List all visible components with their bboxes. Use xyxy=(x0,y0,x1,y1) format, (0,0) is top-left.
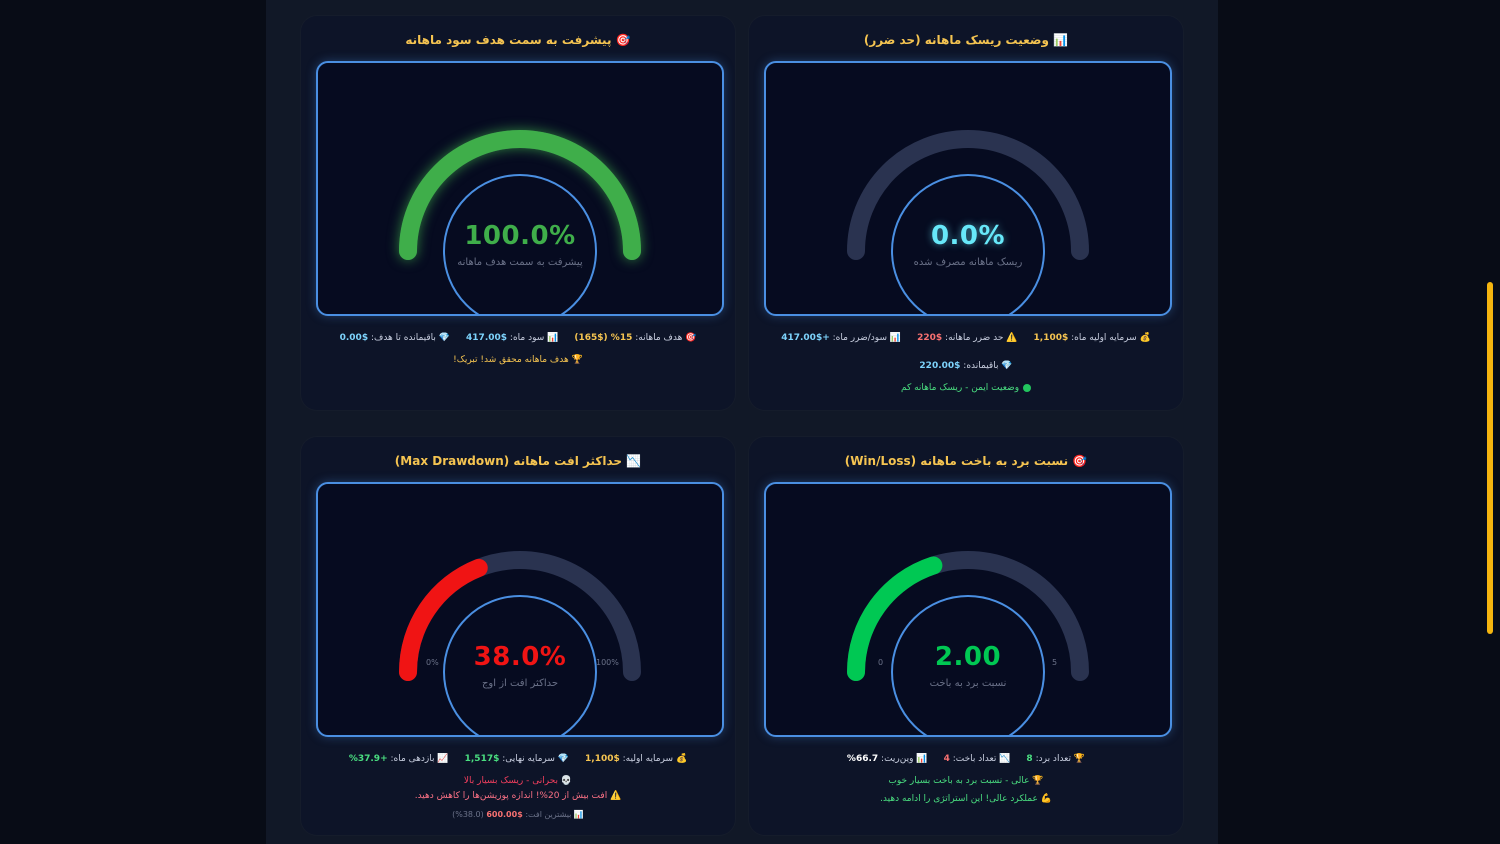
profit-gauge xyxy=(399,130,641,314)
target-icon: 🎯 xyxy=(1072,454,1088,468)
profit-target-card: 🎯 پیشرفت به سمت هدف سود ماهانه 100.0% پی… xyxy=(301,16,735,410)
risk-gauge-label: ریسک ماهانه مصرف شده xyxy=(913,257,1023,268)
profit-gauge-fill xyxy=(399,130,641,260)
profit-gauge-label: پیشرفت به سمت هدف ماهانه xyxy=(457,257,583,268)
drawdown-stat-initial: 💰 سرمایه اولیه: $1,100 xyxy=(585,754,688,764)
risk-gauge xyxy=(847,130,1089,314)
profit-gauge-frame: 100.0% پیشرفت به سمت هدف ماهانه xyxy=(316,61,724,316)
profit-gauge-inner-ring xyxy=(443,174,597,314)
warning-icon: ⚠️ xyxy=(1006,333,1018,343)
profit-target-title: 🎯 پیشرفت به سمت هدف سود ماهانه xyxy=(405,33,631,47)
risk-stats: 💰 سرمایه اولیه ماه: $1,100 ⚠️ حد ضرر ماه… xyxy=(749,333,1183,343)
bar-chart-icon: 📊 xyxy=(1053,33,1069,47)
risk-status-message: وضعیت ایمن - ریسک ماهانه کم xyxy=(749,383,1183,393)
profit-gauge-value: 100.0% xyxy=(464,221,576,251)
bar-chart-icon: 📊 xyxy=(889,333,902,343)
drawdown-tick-min: 0% xyxy=(426,658,439,667)
drawdown-gauge-value: 38.0% xyxy=(473,642,567,672)
winloss-gauge-label: نسبت برد به باخت xyxy=(929,678,1007,689)
drawdown-peak: 📊 بیشترین افت: $600.00 (38.0%) xyxy=(452,810,584,819)
winloss-gauge-value: 2.00 xyxy=(934,642,1002,672)
risk-gauge-value: 0.0% xyxy=(930,221,1006,251)
profit-stat-remaining: 💎 باقیمانده تا هدف: $0.00 xyxy=(339,333,451,343)
winloss-stats: 🏆 تعداد برد: 8 📉 تعداد باخت: 4 📊 وین‌ریت… xyxy=(749,754,1183,764)
winloss-card: 🎯 نسبت برد به باخت ماهانه (Win/Loss) 2.0… xyxy=(749,437,1183,835)
flexed-arm-icon: 💪 xyxy=(1040,794,1052,804)
winloss-gauge xyxy=(847,551,1089,735)
status-dot-icon xyxy=(1023,383,1032,392)
drawdown-warning-message: ⚠️ افت بیش از 20%! اندازه پوزیشن‌ها را ک… xyxy=(414,791,622,801)
skull-icon: 💀 xyxy=(560,776,573,786)
drawdown-gauge-fill xyxy=(399,558,488,681)
bar-chart-icon: 📊 xyxy=(916,754,928,764)
winloss-tick-min: 0 xyxy=(878,658,884,667)
drawdown-card: 📉 حداکثر افت ماهانه (Max Drawdown) 38.0%… xyxy=(301,437,735,835)
winloss-stat-wins: 🏆 تعداد برد: 8 xyxy=(1026,754,1086,764)
bar-chart-icon: 📊 xyxy=(573,810,584,819)
trophy-icon: 🏆 xyxy=(1073,754,1086,764)
drawdown-gauge xyxy=(399,551,641,735)
risk-stat-initial-capital: 💰 سرمایه اولیه ماه: $1,100 xyxy=(1033,333,1151,343)
winloss-stat-losses: 📉 تعداد باخت: 4 xyxy=(943,754,1011,764)
gem-icon: 💎 xyxy=(438,333,451,343)
drawdown-stats: 💰 سرمایه اولیه: $1,100 💎 سرمایه نهایی: $… xyxy=(301,754,735,764)
profit-success-message: 🏆 هدف ماهانه محقق شد! تبریک! xyxy=(453,355,583,365)
risk-status-card: 📊 وضعیت ریسک ماهانه (حد ضرر) 0.0% ریسک م… xyxy=(749,16,1183,410)
risk-remaining: 💎 باقیمانده: $220.00 xyxy=(919,361,1013,371)
drawdown-tick-max: 100% xyxy=(596,658,619,667)
winloss-message-excellent: 🏆 عالی - نسبت برد به باخت بسیار خوب xyxy=(888,776,1044,786)
winloss-tick-max: 5 xyxy=(1052,658,1058,667)
trophy-icon: 🏆 xyxy=(1032,776,1044,786)
drawdown-gauge-frame: 38.0% حداکثر افت از اوج 0% 100% xyxy=(316,482,724,737)
profit-stat-month-profit: 📊 سود ماه: $417.00 xyxy=(466,333,559,343)
target-icon: 🎯 xyxy=(615,33,631,47)
scrollbar-thumb[interactable] xyxy=(1487,282,1493,634)
money-bag-icon: 💰 xyxy=(675,754,688,764)
dashboard-page: 🎯 پیشرفت به سمت هدف سود ماهانه 100.0% پی… xyxy=(266,0,1218,844)
risk-gauge-track xyxy=(847,130,1089,260)
risk-status-title: 📊 وضعیت ریسک ماهانه (حد ضرر) xyxy=(863,33,1069,47)
drawdown-gauge-label: حداکثر افت از اوج xyxy=(481,678,559,689)
gem-icon: 💎 xyxy=(1001,361,1013,371)
drawdown-critical-message: 💀 بحرانی - ریسک بسیار بالا xyxy=(463,776,573,786)
target-icon: 🎯 xyxy=(685,333,697,343)
risk-stat-pnl: 📊 سود/ضرر ماه: +$417.00 xyxy=(781,333,902,343)
profit-stats: 🎯 هدف ماهانه: 15% ($165) 📊 سود ماه: $417… xyxy=(301,333,735,343)
drawdown-stat-final: 💎 سرمایه نهایی: $1,517 xyxy=(464,754,570,764)
chart-down-icon: 📉 xyxy=(999,754,1011,764)
winloss-gauge-frame: 2.00 نسبت برد به باخت 0 5 xyxy=(764,482,1172,737)
chart-down-icon: 📉 xyxy=(626,454,642,468)
winloss-title: 🎯 نسبت برد به باخت ماهانه (Win/Loss) xyxy=(844,454,1088,468)
bar-chart-icon: 📊 xyxy=(547,333,559,343)
winloss-gauge-inner-ring xyxy=(891,595,1045,735)
winloss-message-keep-going: 💪 عملکرد عالی! این استراتژی را ادامه دهی… xyxy=(880,794,1052,804)
drawdown-stat-return: 📈 بازدهی ماه: +37.9% xyxy=(348,754,449,764)
gem-icon: 💎 xyxy=(557,754,570,764)
profit-stat-target: 🎯 هدف ماهانه: 15% ($165) xyxy=(574,333,697,343)
money-bag-icon: 💰 xyxy=(1139,333,1151,343)
risk-gauge-inner-ring xyxy=(891,174,1045,314)
trophy-icon: 🏆 xyxy=(571,355,583,365)
drawdown-title: 📉 حداکثر افت ماهانه (Max Drawdown) xyxy=(394,454,642,468)
risk-stat-stop-loss: ⚠️ حد ضرر ماهانه: $220 xyxy=(917,333,1018,343)
winloss-gauge-fill xyxy=(847,556,943,681)
winloss-stat-winrate: 📊 وین‌ریت: 66.7% xyxy=(846,754,928,764)
drawdown-gauge-inner-ring xyxy=(443,595,597,735)
warning-icon: ⚠️ xyxy=(610,791,622,801)
risk-gauge-frame: 0.0% ریسک ماهانه مصرف شده xyxy=(764,61,1172,316)
chart-up-icon: 📈 xyxy=(437,754,449,764)
